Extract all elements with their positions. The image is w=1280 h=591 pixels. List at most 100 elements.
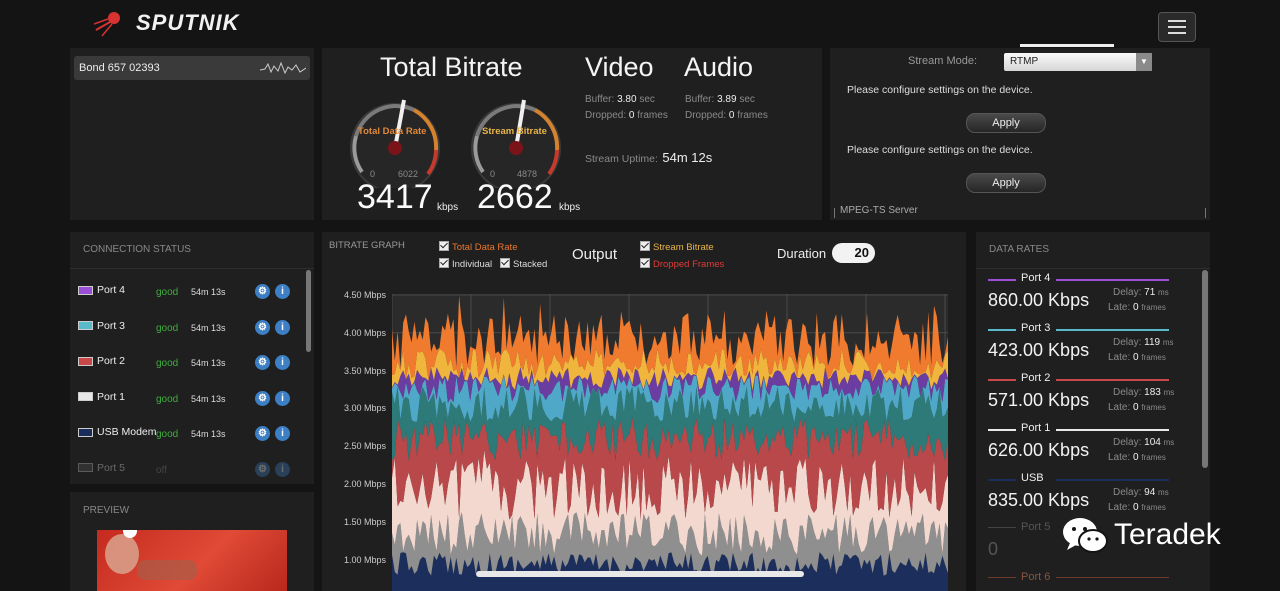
stream-mode-label: Stream Mode: xyxy=(908,55,978,67)
stream-gauge-min: 0 xyxy=(490,169,496,179)
port-time: 54m 13s xyxy=(191,322,226,333)
y-tick-label: 1.50 Mbps xyxy=(344,516,387,527)
info-icon[interactable]: i xyxy=(275,284,290,299)
mpeg-ts-fieldset xyxy=(834,208,1206,218)
port-row: Port 5 off ⚙ i xyxy=(78,461,318,482)
info-icon[interactable]: i xyxy=(275,426,290,441)
port-status: good xyxy=(156,322,179,334)
rate-late: Late: 0 frames xyxy=(1108,402,1166,413)
preview-video xyxy=(97,530,287,591)
total-gauge-max: 6022 xyxy=(398,169,419,179)
rate-delay: Delay: 104 ms xyxy=(1113,437,1175,448)
rate-port-name: Port 1 xyxy=(1021,422,1051,434)
menu-button[interactable] xyxy=(1158,12,1196,42)
port-color-swatch xyxy=(78,463,93,473)
rate-line-left xyxy=(988,379,1016,381)
rate-line-right xyxy=(1056,329,1169,331)
rate-value: 423.00 Kbps xyxy=(988,340,1090,360)
y-tick-label: 1.00 Mbps xyxy=(344,554,387,565)
info-icon[interactable]: i xyxy=(275,355,290,370)
preview-panel: PREVIEW xyxy=(70,492,314,591)
info-icon[interactable]: i xyxy=(275,390,290,406)
data-rate-item: Port 2 571.00 Kbps Delay: 183 ms Late: 0 fr… xyxy=(976,372,1200,422)
port-color-swatch xyxy=(78,356,93,366)
total-gauge-min: 0 xyxy=(370,169,376,179)
rate-delay: Delay: 119 ms xyxy=(1113,337,1174,348)
port5-name: Port 5 xyxy=(1021,521,1051,533)
stream-mode-select[interactable]: RTMP ▼ xyxy=(1004,53,1152,71)
port-name: USB Modem xyxy=(97,426,157,438)
checkbox-icon xyxy=(439,258,449,268)
settings-gear-icon[interactable]: ⚙ xyxy=(255,426,270,441)
bitrate-graph-panel: BITRATE GRAPH Total Data Rate Individual… xyxy=(322,232,966,591)
port-name: Port 4 xyxy=(97,284,126,296)
port-list: Port 4 good 54m 13s ⚙ i Port 3 good 54m 13s ⚙ i Po… xyxy=(78,284,308,480)
port5-line xyxy=(988,527,1016,528)
rate-port-name: USB xyxy=(1021,472,1044,484)
stacked-option[interactable]: Stacked xyxy=(500,258,547,270)
audio-dropped: Dropped: 0 frames xyxy=(685,110,768,121)
apply-button-2[interactable]: Apply xyxy=(966,173,1046,193)
watermark: Teradek xyxy=(1062,514,1252,560)
checkbox-icon xyxy=(500,258,510,268)
horizontal-scrollbar[interactable] xyxy=(476,571,804,577)
audio-buffer: Buffer: 3.89 sec xyxy=(685,94,755,105)
rate-value: 571.00 Kbps xyxy=(988,390,1090,410)
total-data-rate-option[interactable]: Total Data Rate xyxy=(439,241,517,253)
active-tab-indicator xyxy=(1020,44,1114,47)
teal-band xyxy=(392,375,948,422)
rate-line-right xyxy=(1056,279,1169,281)
data-rates-list: Port 4 860.00 Kbps Delay: 71 ms Late: 0 fra… xyxy=(976,232,1200,591)
rate-port-name: Port 3 xyxy=(1021,322,1051,334)
port-row: USB Modem good 54m 13s ⚙ i xyxy=(78,426,318,446)
sputnik-logo-icon xyxy=(94,12,120,37)
port-color-swatch xyxy=(78,321,93,331)
port6-name: Port 6 xyxy=(1021,571,1051,583)
settings-gear-icon[interactable]: ⚙ xyxy=(255,390,270,406)
individual-option[interactable]: Individual xyxy=(439,258,492,270)
stream-settings-panel: Stream Mode: RTMP ▼ Please configure set… xyxy=(830,44,1210,220)
connection-status-title: CONNECTION STATUS xyxy=(83,244,191,255)
port6-line-right xyxy=(1056,577,1169,578)
rate-delay: Delay: 94 ms xyxy=(1113,487,1169,498)
stream-gauge-label: Stream Bitrate xyxy=(482,126,547,137)
scrollbar[interactable] xyxy=(306,270,311,352)
duration-input[interactable]: 20 xyxy=(832,243,875,263)
settings-gear-icon[interactable]: ⚙ xyxy=(255,355,270,370)
info-icon[interactable]: i xyxy=(275,319,290,335)
total-data-rate-gauge xyxy=(350,99,440,188)
rate-line-left xyxy=(988,429,1016,431)
device-item[interactable]: Bond 657 02393 xyxy=(74,56,310,80)
device-name: Bond 657 02393 xyxy=(79,62,160,74)
stream-bitrate-value: 2662 xyxy=(477,178,553,216)
connection-status-panel: CONNECTION STATUS Port 4 good 54m 13s ⚙ i Por… xyxy=(70,232,314,484)
mpeg-ts-label: MPEG-TS Server xyxy=(840,205,918,216)
rate-port-name: Port 2 xyxy=(1021,372,1051,384)
rate-line-right xyxy=(1056,379,1169,381)
settings-gear-icon[interactable]: ⚙ xyxy=(255,461,270,477)
stream-bitrate-option[interactable]: Stream Bitrate xyxy=(640,241,714,253)
stream-mode-value: RTMP xyxy=(1010,56,1039,67)
device-panel: Bond 657 02393 xyxy=(70,48,314,220)
data-rate-item: USB 835.00 Kbps Delay: 94 ms Late: 0 frames xyxy=(976,472,1200,522)
rate-value: 835.00 Kbps xyxy=(988,490,1090,510)
apply-button-1[interactable]: Apply xyxy=(966,113,1046,133)
info-icon[interactable]: i xyxy=(275,461,290,477)
data-rates-scrollbar[interactable] xyxy=(1202,270,1208,468)
port-status: good xyxy=(156,393,179,405)
settings-gear-icon[interactable]: ⚙ xyxy=(255,284,270,299)
settings-gear-icon[interactable]: ⚙ xyxy=(255,319,270,335)
data-rate-item: Port 3 423.00 Kbps Delay: 119 ms Late: 0 fr… xyxy=(976,322,1200,372)
port-name: Port 3 xyxy=(97,319,126,332)
rate-delay: Delay: 71 ms xyxy=(1113,287,1169,298)
checkbox-icon xyxy=(640,241,650,251)
port3-band xyxy=(392,386,948,461)
watermark-text: Teradek xyxy=(1114,518,1221,551)
port-row: Port 4 good 54m 13s ⚙ i xyxy=(78,284,318,304)
port-time: 54m 13s xyxy=(191,287,226,297)
dropdown-arrow-icon: ▼ xyxy=(1136,53,1152,71)
bitrate-chart xyxy=(392,294,948,591)
port-status: good xyxy=(156,287,179,298)
dropped-frames-option[interactable]: Dropped Frames xyxy=(640,258,724,270)
duration-label: Duration xyxy=(777,246,827,261)
